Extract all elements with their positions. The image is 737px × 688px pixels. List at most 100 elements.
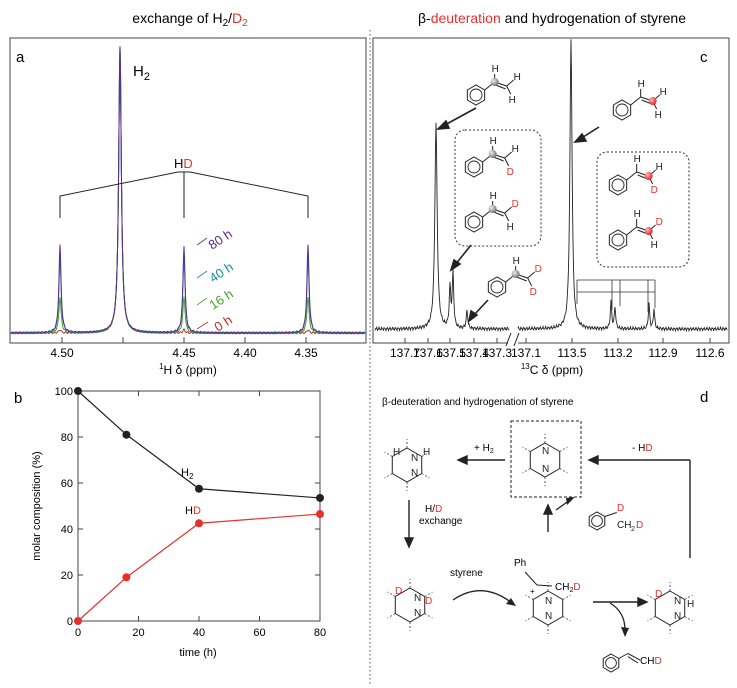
ring-stub (647, 616, 656, 622)
vinyl-double (627, 653, 641, 661)
ethylbenzene-ring (588, 511, 606, 531)
ring-stub (424, 613, 433, 619)
y-tick-label: 80 (61, 432, 73, 444)
point-H2 (195, 484, 203, 493)
y-tick-label: 20 (61, 570, 73, 582)
atom-terminal-1: D (535, 264, 542, 275)
series-label-hd: HD (185, 505, 201, 517)
h2-label: H2 (133, 63, 150, 83)
atom-terminal-2: D (507, 167, 514, 178)
trace-0h (10, 47, 366, 335)
y-tick-label: 100 (55, 386, 73, 398)
atom-h: H (490, 136, 497, 147)
a-tick-450: 4.50 (50, 346, 74, 360)
plus-h2: + H2 (474, 443, 494, 455)
catalyst-box (510, 420, 582, 498)
ring-atom: D (425, 596, 432, 607)
ring-atom: N (545, 611, 552, 622)
chd-label: CHD (640, 656, 662, 667)
ring-atom: D (655, 589, 662, 600)
c-tick-1129: 112.9 (648, 346, 677, 360)
c-tick-1135: 113.5 (557, 346, 586, 360)
bond-h2 (504, 206, 512, 214)
box-left (454, 129, 542, 247)
c13-marker (488, 150, 497, 158)
c13-marker-terminal (644, 227, 653, 235)
c13-marker (490, 78, 499, 86)
c-tick-1377: 137.7 (390, 346, 420, 360)
ring-stub (384, 451, 393, 457)
ring-atom: N (542, 464, 549, 475)
bond-h2 (527, 271, 535, 279)
c13-marker (511, 270, 520, 278)
c-tick-1374: 137.4 (459, 346, 489, 360)
ring-stub (421, 451, 430, 457)
y-tick-label: 0 (67, 616, 73, 628)
hd-bracket (59, 171, 309, 218)
chart-b-marks: 0 20 40 60 80 0 20 40 60 80 100 (55, 386, 326, 639)
point-HD (195, 519, 203, 528)
ring-stub (421, 473, 430, 479)
panel-a: HD H2 80 h 40 h 16 h 0 h 4.50 4.45 4.40 … (9, 37, 367, 377)
bond-h3 (504, 212, 510, 222)
bond-h3 (504, 157, 510, 167)
point-HD (316, 510, 324, 519)
x-tick-label: 60 (253, 627, 265, 639)
atom-terminal-1: H (656, 162, 663, 173)
plus-charge: + (530, 587, 535, 596)
y-tick-label: 40 (61, 524, 73, 536)
atom-terminal-1: D (512, 199, 519, 210)
ethyl-d-atom: D (617, 503, 624, 514)
styrene-structures: H H H H H D H D H H D D H H H H H D H D H (464, 64, 667, 298)
aromatic-circle (591, 515, 603, 527)
ring-stub (559, 446, 568, 452)
ring-atom: H (423, 447, 430, 458)
double-bond-2 (493, 156, 504, 162)
panel-c: 137.7 137.6 137.5 137.4 137.3 137.1 113.… (372, 37, 730, 377)
ring-stub (562, 616, 571, 622)
ethyl-d2: D (636, 520, 643, 531)
atom-terminal-2: D (651, 185, 658, 196)
panel-letter-d: d (700, 389, 708, 406)
series-label-h2: H2 (181, 467, 194, 481)
c-tick-1373: 137.3 (482, 346, 512, 360)
ring-stub (424, 591, 433, 597)
box-right (596, 151, 690, 268)
panel-letter-c: c (700, 49, 708, 66)
chart-ylabel: molar composition (%) (31, 451, 43, 560)
left-title: exchange of H2/D2 (132, 10, 248, 29)
exchange-word: exchange (419, 516, 463, 527)
bond-h2 (504, 151, 512, 159)
minus-hd: - HD (632, 443, 653, 454)
aromatic-circle (611, 233, 625, 247)
styrene-ring (464, 156, 484, 178)
aromatic-circle (615, 103, 629, 117)
point-H2 (74, 387, 82, 395)
atom-terminal-1: H (660, 87, 667, 98)
c13-marker-terminal (644, 172, 653, 180)
atom-h: H (490, 191, 497, 202)
x-tick-label: 20 (132, 627, 144, 639)
c13-marker-terminal (648, 97, 657, 105)
c-tick-1132: 113.2 (603, 346, 632, 360)
ring-stub (684, 616, 693, 622)
styrene-ring (608, 174, 628, 196)
trace-16h (10, 46, 366, 335)
styrene-label: styrene (450, 568, 483, 579)
atom-terminal-1: D (656, 217, 663, 228)
ring-atom: N (674, 611, 681, 622)
ring-atom: D (395, 586, 402, 597)
bond-h3 (506, 85, 512, 95)
scheme-subtitle: β-deuteration and hydrogenation of styre… (382, 397, 574, 408)
a-tick-435: 4.35 (294, 346, 318, 360)
series-line-HD (77, 513, 321, 622)
x-tick-label: 80 (314, 627, 326, 639)
atom-terminal-1: H (514, 72, 521, 83)
c-xlabel: 13C δ (ppm) (521, 362, 583, 377)
ch2d-label: CH2D (555, 582, 581, 594)
aromatic-circle (490, 280, 504, 294)
ring-stub (559, 468, 568, 474)
c-tick-1375: 137.5 (436, 346, 466, 360)
panel-b: 0 20 40 60 80 0 20 40 60 80 100 time (h) molar com… (31, 386, 326, 659)
label-16h: 16 h (206, 286, 235, 312)
